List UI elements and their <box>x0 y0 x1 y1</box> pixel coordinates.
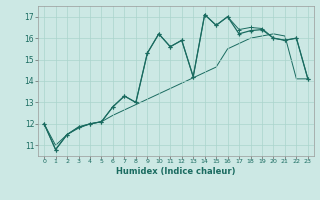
X-axis label: Humidex (Indice chaleur): Humidex (Indice chaleur) <box>116 167 236 176</box>
